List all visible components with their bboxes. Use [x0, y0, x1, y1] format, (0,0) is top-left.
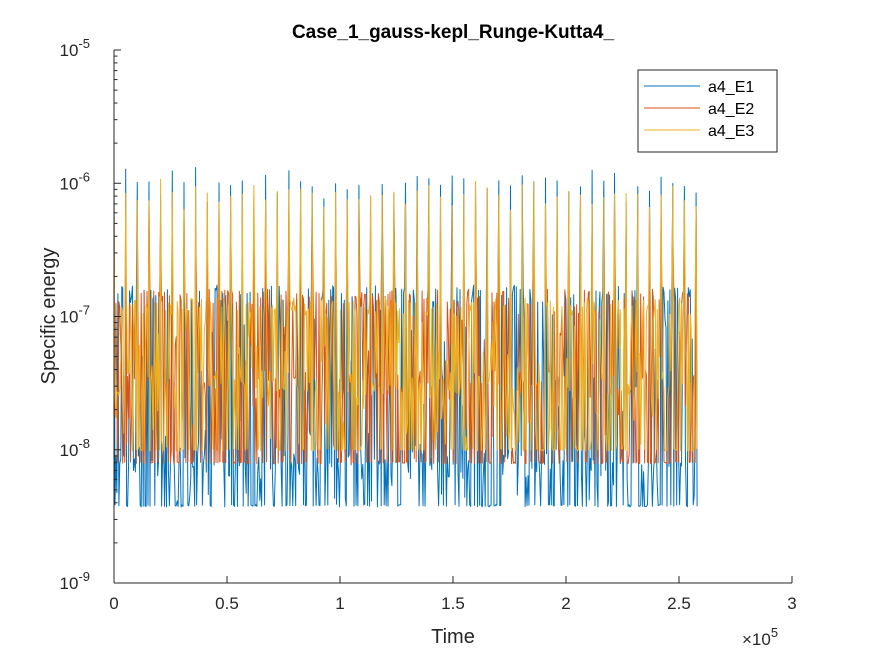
x-tick-label: 1.5 — [441, 594, 465, 613]
y-tick-label: 10-6 — [60, 169, 90, 193]
x-exponent-label: ×105 — [742, 625, 778, 649]
x-tick-label: 2 — [561, 594, 570, 613]
y-axis-label: Specific energy — [38, 248, 60, 385]
y-tick-exp: -6 — [78, 169, 90, 184]
y-tick-base: 10 — [60, 441, 79, 460]
y-tick-base: 10 — [60, 574, 79, 593]
series-line-3 — [113, 178, 698, 452]
x-exponent-power: 5 — [771, 625, 778, 640]
x-axis-label: Time — [431, 626, 475, 648]
y-tick-label: 10-9 — [60, 569, 90, 593]
legend-label-1: a4_E1 — [708, 79, 754, 96]
series-line-1 — [113, 167, 698, 508]
x-tick-label: 0 — [109, 594, 118, 613]
x-tick-label: 0.5 — [215, 594, 239, 613]
legend: a4_E1 a4_E2 a4_E3 — [637, 69, 778, 153]
chart-title: Case_1_gauss-kepl_Runge-Kutta4_ — [292, 22, 614, 43]
x-tick-label: 3 — [787, 594, 796, 613]
y-tick-exp: -8 — [78, 436, 90, 451]
y-tick-base: 10 — [60, 308, 79, 327]
y-tick-exp: -5 — [78, 36, 90, 51]
y-tick-base: 10 — [60, 174, 79, 193]
y-tick-label: 10-7 — [60, 303, 90, 327]
legend-label-2: a4_E2 — [708, 101, 754, 118]
y-tick-label: 10-8 — [60, 436, 90, 460]
x-exponent-base: ×10 — [742, 630, 771, 649]
axes-layer: 0 0.5 1 1.5 2 2.5 310-910-810-710-610-5 — [60, 36, 797, 613]
y-tick-exp: -9 — [78, 569, 90, 584]
series-layer — [113, 167, 698, 508]
legend-box — [637, 69, 778, 153]
series-line-2 — [113, 202, 698, 465]
y-tick-exp: -7 — [78, 303, 90, 318]
x-tick-label: 2.5 — [667, 594, 691, 613]
x-tick-label: 1 — [335, 594, 344, 613]
legend-label-3: a4_E3 — [708, 123, 754, 140]
y-tick-label: 10-5 — [60, 36, 90, 60]
y-tick-base: 10 — [60, 41, 79, 60]
